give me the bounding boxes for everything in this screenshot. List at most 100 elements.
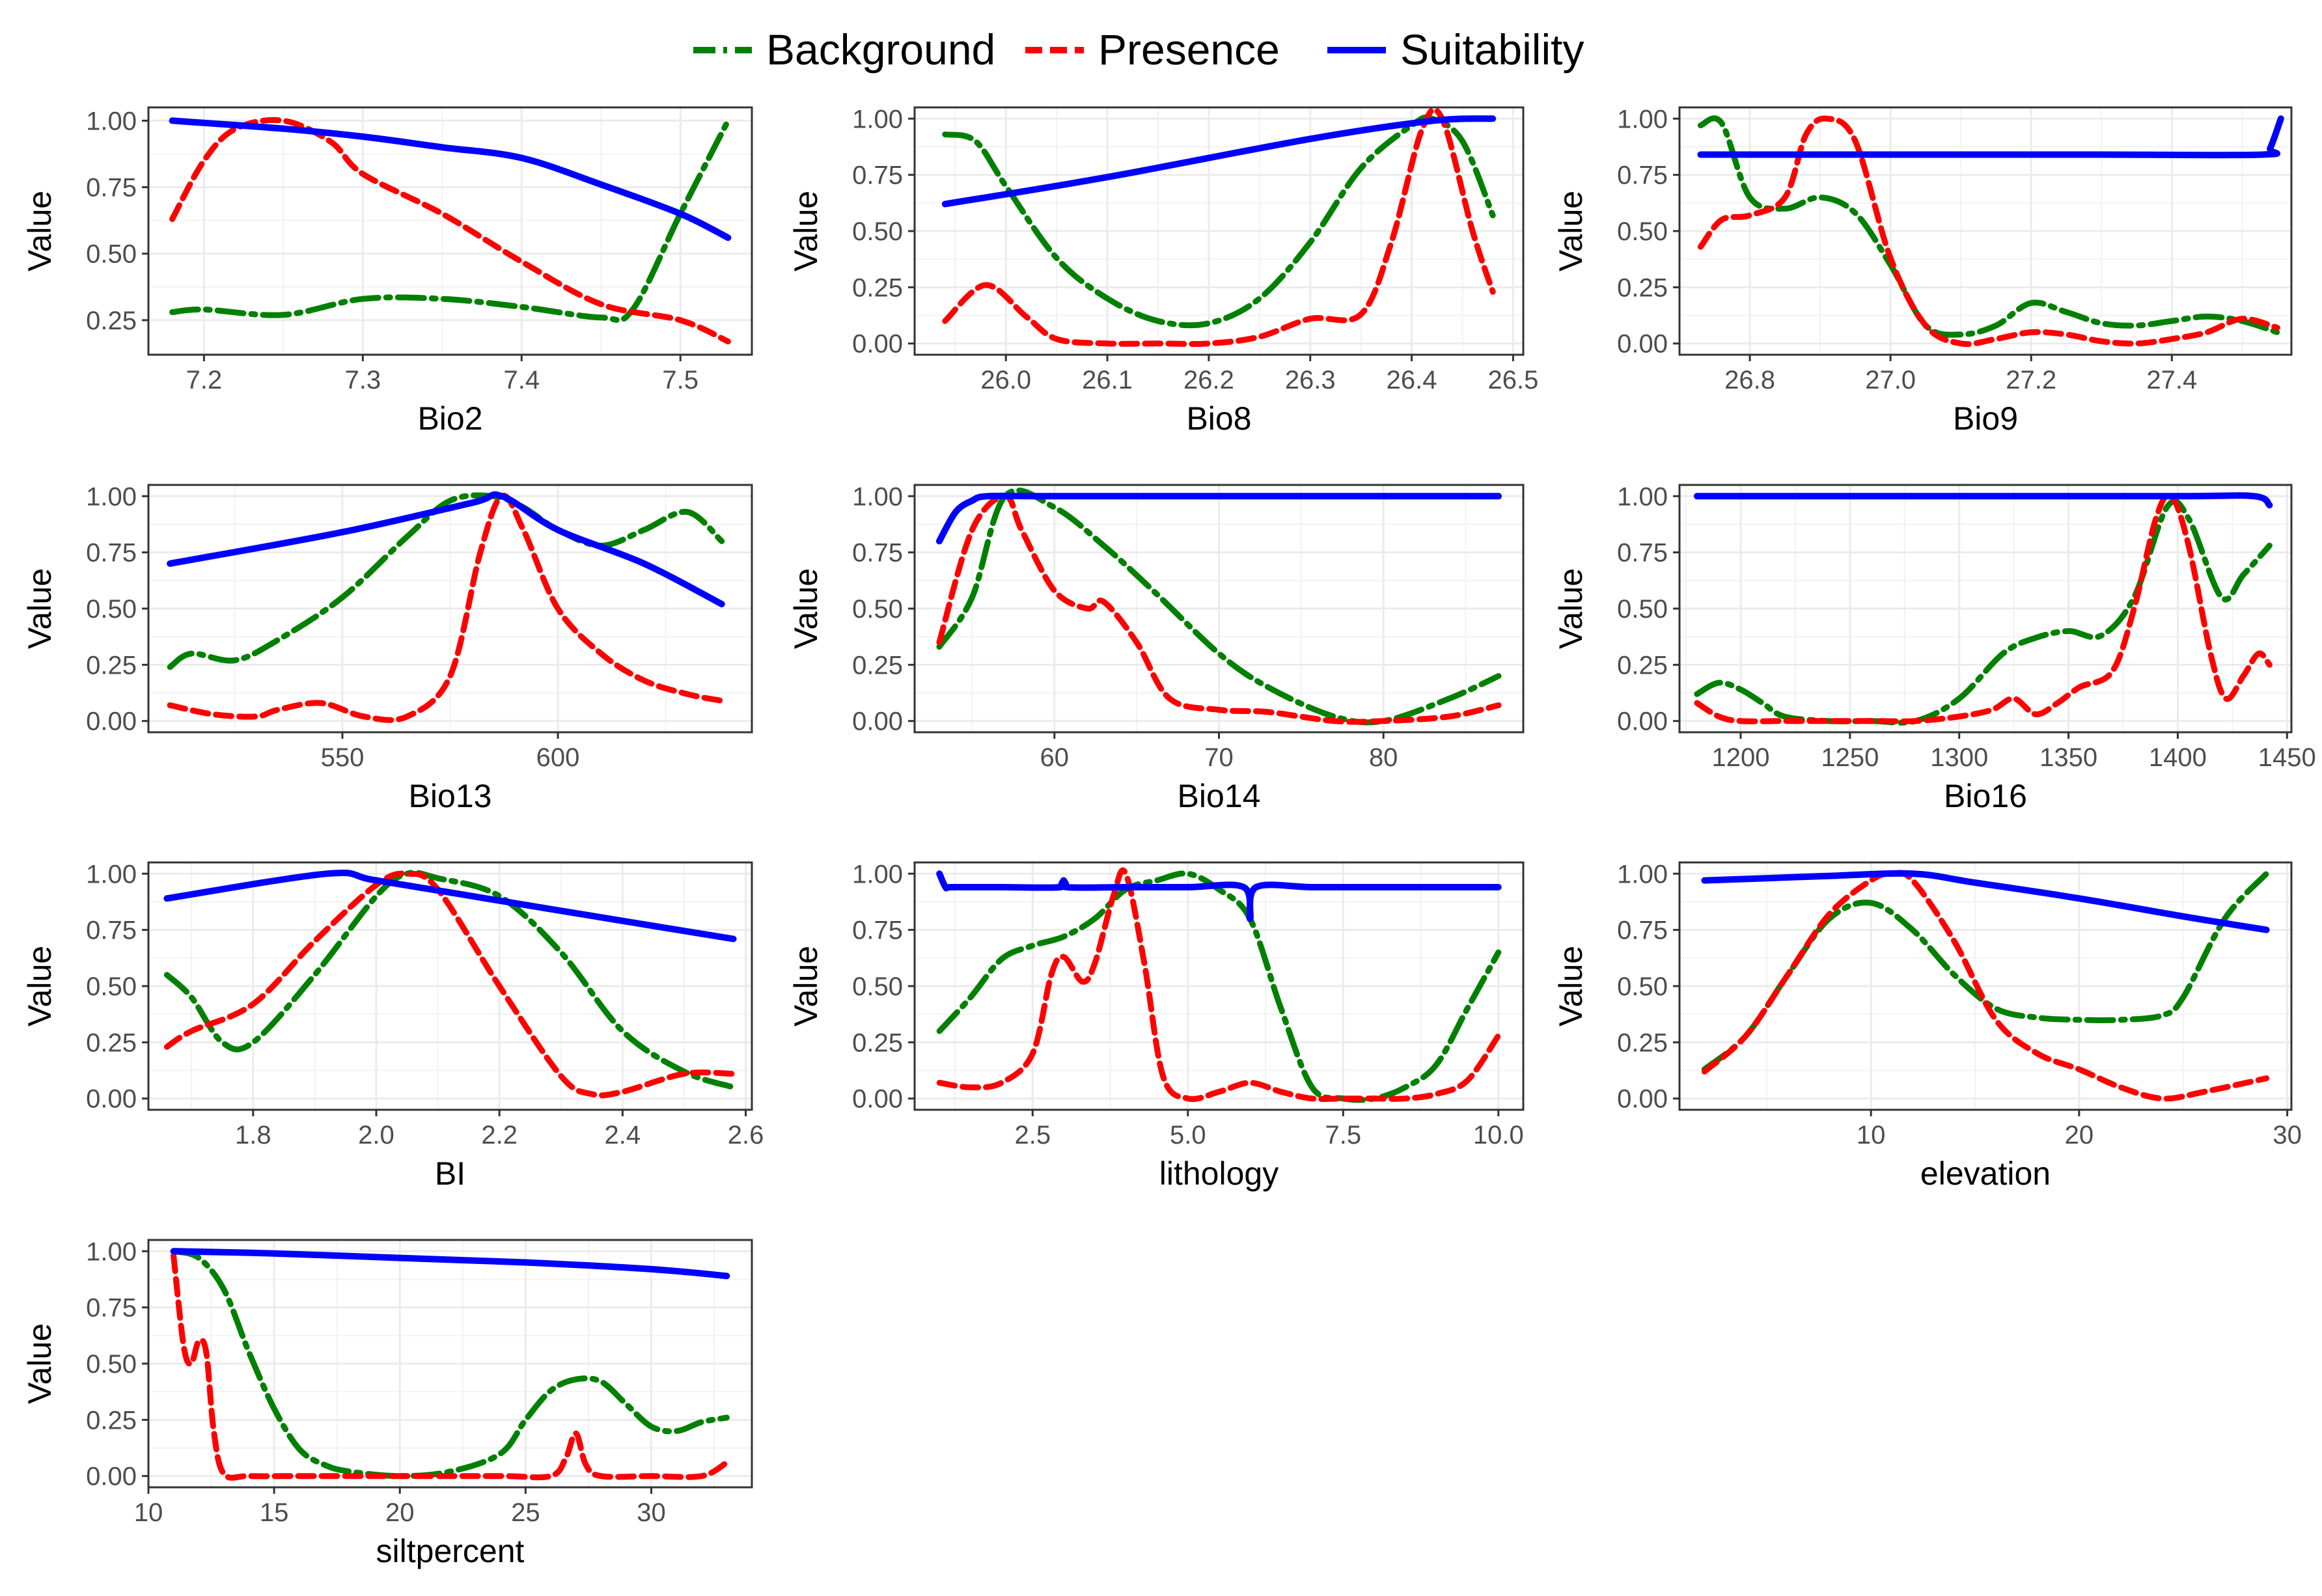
- y-tick-label: 0.50: [852, 595, 903, 624]
- series-line-suitability: [170, 1248, 730, 1280]
- x-tick-label: 27.2: [2006, 366, 2056, 394]
- y-tick-label: 0.50: [86, 1350, 137, 1379]
- series-group: [163, 869, 737, 1099]
- x-tick-label: 20: [385, 1498, 415, 1527]
- x-tick-label: 26.3: [1285, 366, 1336, 394]
- y-tick-label: 1.00: [852, 482, 903, 511]
- x-tick-label: 10.0: [1473, 1121, 1524, 1149]
- grid: [148, 485, 752, 732]
- y-tick-label: 0.75: [852, 161, 903, 190]
- y-tick-label: 1.00: [1617, 105, 1668, 133]
- series-line-suitability: [1697, 115, 2284, 159]
- y-tick-label: 0.00: [1617, 330, 1668, 359]
- x-tick-label: 10: [134, 1498, 163, 1527]
- x-tick-label: 7.5: [662, 366, 698, 394]
- y-tick-label: 0.25: [86, 1406, 137, 1435]
- y-tick-label: 1.00: [86, 482, 137, 511]
- series-line-background: [169, 117, 731, 323]
- x-tick-label: 7.4: [503, 366, 540, 394]
- y-tick-label: 0.00: [852, 708, 903, 736]
- series-line-presence: [1694, 492, 2273, 724]
- y-tick-label: 0.75: [86, 539, 137, 568]
- series-line-suitability: [163, 869, 737, 942]
- y-tick-label: 0.00: [1617, 1085, 1668, 1114]
- y-axis-label: Value: [1553, 946, 1589, 1026]
- x-tick-label: 10: [1857, 1121, 1886, 1149]
- x-tick-label: 2.2: [481, 1121, 518, 1149]
- x-tick-label: 7.5: [1325, 1121, 1362, 1149]
- panel-bio14: 0.00 0.25 0.50 0.75 1.00 60 70 80 Bio14 Value: [788, 482, 1525, 814]
- y-tick-label: 0.50: [86, 595, 137, 624]
- y-tick-label: 0.00: [86, 1463, 137, 1491]
- y-tick-label: 0.00: [86, 708, 137, 736]
- series-group: [1693, 492, 2273, 726]
- y-axis-label: Value: [21, 946, 58, 1026]
- x-axis-label: Bio13: [409, 778, 492, 814]
- x-tick-label: 60: [1040, 743, 1070, 772]
- x-tick-label: 26.0: [980, 366, 1031, 394]
- y-tick-label: 0.25: [86, 307, 137, 335]
- y-tick-label: 0.25: [1617, 651, 1668, 680]
- x-tick-label: 1250: [1821, 743, 1879, 772]
- y-tick-label: 1.00: [1617, 860, 1668, 888]
- x-tick-label: 30: [2273, 1121, 2302, 1149]
- x-tick-label: 2.4: [605, 1121, 641, 1149]
- series-group: [1697, 115, 2284, 348]
- x-tick-label: 26.5: [1487, 366, 1538, 394]
- x-axis-label: lithology: [1159, 1155, 1278, 1192]
- series-group: [167, 491, 725, 723]
- y-tick-label: 1.00: [86, 107, 137, 135]
- x-tick-label: 7.3: [345, 366, 381, 394]
- y-axis-label: Value: [1553, 191, 1589, 271]
- x-axis-label: siltpercent: [376, 1533, 525, 1569]
- series-line-background: [167, 492, 725, 670]
- panel-siltpercent: 0.00 0.25 0.50 0.75 1.00 10 15 20 25 30 siltpercen…: [21, 1237, 753, 1569]
- x-axis-label: Bio14: [1178, 778, 1261, 814]
- panel-elevation: 0.00 0.25 0.50 0.75 1.00 10 20 30 elevation Value: [1553, 860, 2302, 1192]
- y-tick-label: 0.25: [852, 273, 903, 302]
- y-tick-label: 0.75: [852, 916, 903, 945]
- y-tick-label: 0.25: [852, 1028, 903, 1057]
- legend-label-suitability: Suitability: [1400, 25, 1584, 74]
- x-axis-label: BI: [435, 1155, 465, 1192]
- series-line-suitability: [169, 117, 732, 241]
- y-axis-label: Value: [788, 568, 824, 649]
- series-line-presence: [167, 493, 725, 723]
- x-tick-label: 2.5: [1014, 1121, 1051, 1149]
- x-axis-label: Bio2: [417, 400, 482, 437]
- y-tick-label: 0.00: [852, 1085, 903, 1114]
- y-axis-label: Value: [21, 1323, 58, 1404]
- y-tick-label: 0.75: [852, 539, 903, 568]
- x-tick-label: 26.4: [1387, 366, 1437, 394]
- legend-label-background: Background: [766, 25, 995, 74]
- series-line-presence: [936, 867, 1502, 1103]
- series-line-background: [1694, 498, 2273, 726]
- x-tick-label: 27.0: [1865, 366, 1916, 394]
- panel-bio9: 0.00 0.25 0.50 0.75 1.00 26.8 27.0 27.2 27.4 Bio9…: [1553, 105, 2293, 437]
- y-tick-label: 0.00: [1617, 708, 1668, 736]
- y-tick-label: 0.25: [86, 1028, 137, 1057]
- series-group: [1701, 870, 2270, 1102]
- x-tick-label: 1450: [2258, 743, 2316, 772]
- series-line-presence: [1697, 115, 2280, 348]
- y-tick-label: 0.75: [86, 174, 137, 202]
- y-tick-label: 0.75: [86, 916, 137, 945]
- y-tick-label: 0.25: [852, 651, 903, 680]
- x-tick-label: 15: [260, 1498, 289, 1527]
- series-line-suitability: [167, 491, 725, 608]
- series-group: [169, 117, 732, 345]
- legend-item-presence: Presence: [1025, 25, 1280, 74]
- series-line-presence: [1701, 870, 2270, 1102]
- series-line-presence: [171, 1252, 730, 1481]
- series-line-presence: [169, 117, 731, 345]
- y-tick-label: 0.50: [86, 972, 137, 1001]
- panel-bio8: 0.00 0.25 0.50 0.75 1.00 26.0 26.1 26.2 26.3 26.4…: [788, 105, 1538, 437]
- y-tick-label: 0.25: [86, 651, 137, 680]
- x-tick-label: 70: [1204, 743, 1234, 772]
- series-line-suitability: [1701, 870, 2270, 933]
- x-tick-label: 27.4: [2146, 366, 2197, 394]
- series-group: [935, 487, 1502, 726]
- y-tick-label: 1.00: [852, 860, 903, 888]
- x-tick-label: 1400: [2149, 743, 2207, 772]
- series-group: [936, 867, 1502, 1103]
